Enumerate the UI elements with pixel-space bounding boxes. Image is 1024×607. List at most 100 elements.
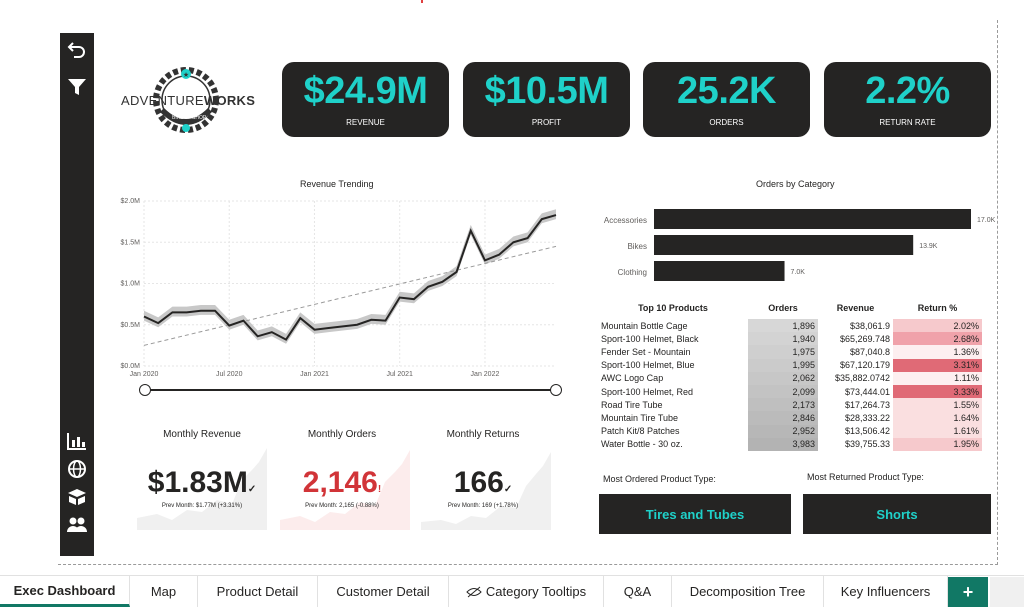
- orders-value: 2,952: [748, 424, 818, 438]
- table-row[interactable]: AWC Logo Cap 2,062 $35,882.0742 1.11%: [598, 371, 982, 385]
- hidden-eye-icon: [466, 586, 482, 597]
- svg-text:★: ★: [183, 71, 189, 79]
- col-header-return[interactable]: Return %: [917, 303, 958, 313]
- page-tab-bar: Exec Dashboard Map Product Detail Custom…: [0, 575, 1024, 607]
- check-icon: ✓: [247, 484, 257, 495]
- monthly-returns-sparkline: [421, 452, 551, 530]
- category-label: Bikes: [627, 242, 647, 251]
- revenue-line: [143, 214, 557, 341]
- revenue-value: $39,755.33: [844, 439, 890, 450]
- monthly-returns-sub: Prev Month: 169 (+1.78%): [447, 503, 519, 509]
- y-tick-label: $2.0M: [121, 198, 141, 205]
- globe-icon[interactable]: [60, 455, 94, 483]
- x-tick-label: Jul 2020: [216, 371, 243, 378]
- kpi-label: REVENUE: [346, 118, 385, 127]
- tab-category-tooltips[interactable]: Category Tooltips: [449, 576, 604, 607]
- product-name: Fender Set - Mountain: [601, 346, 691, 357]
- col-header-orders[interactable]: Orders: [768, 303, 798, 313]
- data-label: 7.0K: [791, 269, 806, 276]
- top10-products-table[interactable]: Top 10 Products Orders Revenue Return % …: [598, 303, 982, 451]
- logo-text: ADVENTUREWORKS: [121, 93, 255, 108]
- kpi-value: $24.9M: [303, 70, 428, 112]
- logo-badge-left: BIKE: [172, 115, 184, 121]
- most-returned-label: Most Returned Product Type:: [807, 472, 924, 482]
- monthly-revenue-title: Monthly Revenue: [163, 429, 241, 440]
- kpi-value: 25.2K: [677, 70, 776, 112]
- tab-customer-detail[interactable]: Customer Detail: [318, 576, 449, 607]
- orders-value: 1,896: [748, 319, 818, 333]
- date-range-slider[interactable]: [145, 389, 556, 391]
- product-name: Mountain Bottle Cage: [601, 320, 688, 331]
- monthly-orders-sparkline: [280, 450, 410, 530]
- tab-product-detail[interactable]: Product Detail: [198, 576, 318, 607]
- table-row[interactable]: Road Tire Tube 2,173 $17,264.73 1.55%: [598, 398, 982, 412]
- revenue-trending-title: Revenue Trending: [300, 179, 374, 189]
- table-row[interactable]: Sport-100 Helmet, Red 2,099 $73,444.01 3.33…: [598, 384, 982, 399]
- return-pct-value: 1.61%: [893, 424, 982, 438]
- data-label: 13.9K: [919, 243, 938, 250]
- product-name: Patch Kit/8 Patches: [601, 426, 680, 437]
- data-label: 17.0K: [977, 217, 996, 224]
- orders-by-category-title: Orders by Category: [756, 179, 835, 189]
- tab-exec-dashboard[interactable]: Exec Dashboard: [0, 576, 130, 607]
- tab-qa[interactable]: Q&A: [604, 576, 672, 607]
- monthly-orders-sub: Prev Month: 2,165 (-0.88%): [305, 503, 379, 509]
- col-header-product[interactable]: Top 10 Products: [638, 303, 708, 313]
- alert-icon: !: [377, 484, 382, 495]
- table-row[interactable]: Sport-100 Helmet, Blue 1,995 $67,120.179 3.…: [598, 358, 982, 372]
- product-name: Water Bottle - 30 oz.: [601, 439, 683, 450]
- kpi-profit[interactable]: $10.5M PROFIT: [463, 62, 630, 137]
- x-tick-label: Jan 2021: [300, 371, 329, 378]
- orders-by-category-chart[interactable]: Accessories 17.0K Bikes 13.9K Clothing 7.0K: [592, 200, 1012, 290]
- kpi-revenue[interactable]: $24.9M REVENUE: [282, 62, 449, 137]
- table-row[interactable]: Mountain Tire Tube 2,846 $28,333.22 1.64%: [598, 411, 982, 425]
- table-row[interactable]: Water Bottle - 30 oz. 3,983 $39,755.33 1.95…: [598, 437, 982, 451]
- tab-key-influencers[interactable]: Key Influencers: [824, 576, 948, 607]
- table-row[interactable]: Fender Set - Mountain 1,975 $87,040.8 1.36%: [598, 345, 982, 359]
- product-name: Road Tire Tube: [601, 399, 663, 410]
- kpi-orders[interactable]: 25.2K ORDERS: [643, 62, 810, 137]
- box-icon[interactable]: [60, 483, 94, 511]
- monthly-orders-title: Monthly Orders: [307, 429, 377, 440]
- return-pct-value: 1.95%: [893, 437, 982, 451]
- orders-value: 2,062: [748, 371, 818, 385]
- revenue-value: $28,333.22: [844, 412, 890, 423]
- col-header-revenue[interactable]: Revenue: [836, 303, 875, 313]
- product-name: Sport-100 Helmet, Black: [601, 333, 699, 344]
- revenue-range-band: [144, 209, 556, 344]
- tab-map[interactable]: Map: [130, 576, 198, 607]
- most-returned-value: Shorts: [803, 494, 991, 534]
- y-tick-label: $1.5M: [121, 239, 141, 246]
- return-pct-value: 1.36%: [893, 345, 982, 359]
- product-name: AWC Logo Cap: [601, 373, 664, 384]
- tab-label: Category Tooltips: [485, 584, 587, 599]
- add-page-button[interactable]: +: [948, 577, 988, 607]
- slider-handle-end[interactable]: [550, 384, 562, 396]
- check-icon: ✓: [503, 484, 513, 495]
- table-row[interactable]: Mountain Bottle Cage 1,896 $38,061.9 2.02%: [598, 319, 982, 333]
- filter-icon[interactable]: [60, 73, 94, 101]
- bar-chart-icon[interactable]: [60, 427, 94, 455]
- kpi-label: RETURN RATE: [879, 118, 936, 127]
- revenue-value: $87,040.8: [849, 346, 890, 357]
- y-tick-label: $0.0M: [121, 363, 141, 370]
- kpi-return-rate[interactable]: 2.2% RETURN RATE: [824, 62, 991, 137]
- logo-text-right: WORKS: [203, 93, 256, 108]
- users-icon[interactable]: [60, 511, 94, 539]
- tab-decomposition-tree[interactable]: Decomposition Tree: [672, 576, 824, 607]
- table-row[interactable]: Patch Kit/8 Patches 2,952 $13,506.42 1.61%: [598, 424, 982, 438]
- return-pct-value: 1.11%: [893, 371, 982, 385]
- monthly-revenue-value: $1.83M✓: [147, 466, 257, 499]
- category-bar: [654, 235, 914, 255]
- slider-handle-start[interactable]: [139, 384, 151, 396]
- table-row[interactable]: Sport-100 Helmet, Black 1,940 $65,269.748 2…: [598, 332, 982, 346]
- back-arrow-icon[interactable]: [60, 35, 94, 63]
- logo-text-left: ADVENTURE: [121, 93, 204, 108]
- x-tick-label: Jul 2021: [386, 371, 413, 378]
- monthly-revenue-sub: Prev Month: $1.77M (+3.31%): [161, 503, 243, 509]
- revenue-value: $65,269.748: [839, 333, 890, 344]
- category-label: Accessories: [604, 216, 647, 225]
- product-name: Mountain Tire Tube: [601, 412, 679, 423]
